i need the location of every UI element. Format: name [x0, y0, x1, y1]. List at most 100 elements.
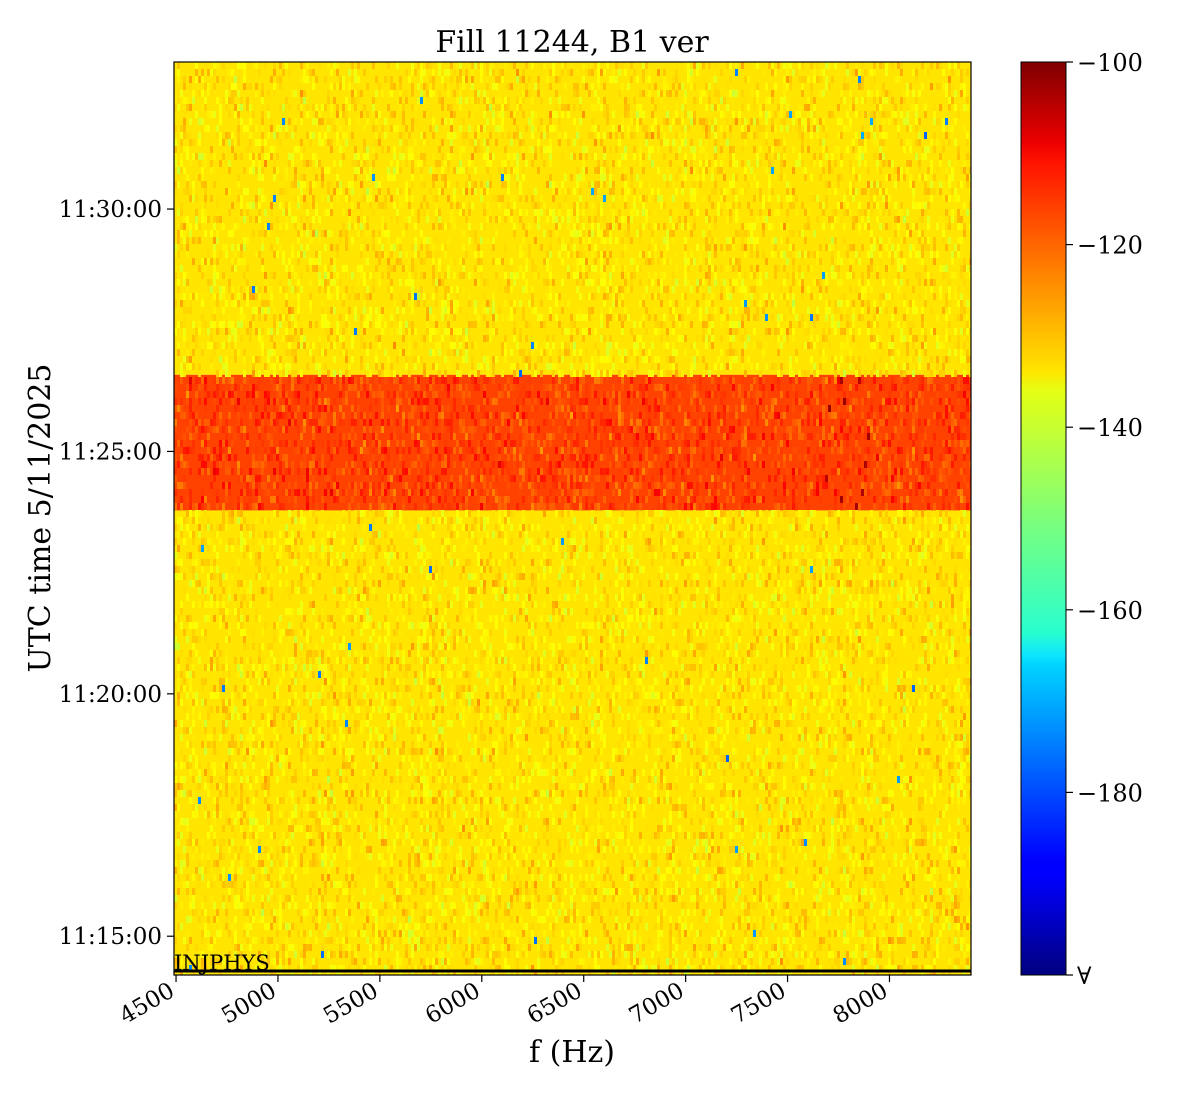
heatmap-cell — [669, 307, 672, 314]
heatmap-cell — [282, 230, 285, 237]
heatmap-cell — [258, 286, 261, 293]
heatmap-cell — [279, 279, 282, 286]
heatmap-cell — [699, 258, 702, 265]
heatmap-cell — [540, 279, 543, 286]
heatmap-cell — [555, 90, 558, 97]
heatmap-cell — [840, 328, 843, 335]
heatmap-cell — [675, 251, 678, 258]
heatmap-cell — [588, 279, 591, 286]
heatmap-cell — [420, 167, 423, 174]
heatmap-cell — [192, 139, 195, 146]
heatmap-cell — [201, 90, 204, 97]
heatmap-cell — [375, 335, 378, 342]
heatmap-cell — [426, 104, 429, 111]
heatmap-cell — [570, 321, 573, 328]
heatmap-cell — [720, 335, 723, 342]
heatmap-cell — [546, 265, 549, 272]
heatmap-cell — [348, 181, 351, 188]
heatmap-cell — [753, 174, 756, 181]
heatmap-cell — [756, 195, 759, 202]
heatmap-cell — [873, 251, 876, 258]
heatmap-cell — [630, 167, 633, 174]
heatmap-cell — [321, 174, 324, 181]
heatmap-cell — [693, 188, 696, 195]
heatmap-cell — [270, 286, 273, 293]
heatmap-cell — [861, 209, 864, 216]
heatmap-cell — [792, 307, 795, 314]
heatmap-cell — [525, 286, 528, 293]
heatmap-cell — [555, 104, 558, 111]
heatmap-cell — [270, 223, 273, 230]
heatmap-cell — [864, 111, 867, 118]
heatmap-cell — [819, 174, 822, 181]
heatmap-cell — [420, 272, 423, 279]
heatmap-cell — [342, 314, 345, 321]
heatmap-cell — [462, 132, 465, 139]
heatmap-cell — [639, 300, 642, 307]
heatmap-cell — [534, 265, 537, 272]
heatmap-cell — [714, 146, 717, 153]
heatmap-cell — [612, 69, 615, 76]
heatmap-cell — [576, 167, 579, 174]
heatmap-cell — [585, 167, 588, 174]
heatmap-cell — [633, 349, 636, 356]
heatmap-cell — [396, 160, 399, 167]
heatmap-cell — [198, 76, 201, 83]
heatmap-cell — [333, 97, 336, 104]
heatmap-cell — [561, 244, 564, 251]
heatmap-cell — [714, 314, 717, 321]
heatmap-cell — [666, 244, 669, 251]
heatmap-cell — [258, 104, 261, 111]
heatmap-cell — [891, 244, 894, 251]
heatmap-cell — [738, 335, 741, 342]
heatmap-cell — [681, 300, 684, 307]
heatmap-cell — [774, 244, 777, 251]
heatmap-cell — [549, 286, 552, 293]
heatmap-cell — [642, 153, 645, 160]
heatmap-cell — [180, 300, 183, 307]
heatmap-cell — [660, 307, 663, 314]
heatmap-cell — [507, 279, 510, 286]
heatmap-cell — [822, 125, 825, 132]
heatmap-cell — [522, 286, 525, 293]
heatmap-cell — [489, 62, 492, 69]
heatmap-cell — [456, 307, 459, 314]
heatmap-cell — [396, 125, 399, 132]
heatmap-cell — [630, 181, 633, 188]
heatmap-cell — [942, 69, 945, 76]
heatmap-cell — [285, 90, 288, 97]
heatmap-cell — [951, 188, 954, 195]
heatmap-cell — [549, 265, 552, 272]
heatmap-cell — [627, 223, 630, 230]
heatmap-cell — [618, 300, 621, 307]
heatmap-cell — [273, 314, 276, 321]
heatmap-cell — [756, 90, 759, 97]
heatmap-cell — [936, 342, 939, 349]
heatmap-cell — [966, 97, 969, 104]
heatmap-cell — [696, 300, 699, 307]
heatmap-cell — [831, 244, 834, 251]
heatmap-cell — [288, 160, 291, 167]
heatmap-cell — [522, 90, 525, 97]
heatmap-cell — [249, 104, 252, 111]
heatmap-cell — [408, 293, 411, 300]
heatmap-cell — [228, 356, 231, 363]
heatmap-cell — [432, 69, 435, 76]
heatmap-cell — [537, 216, 540, 223]
heatmap-cell — [708, 97, 711, 104]
heatmap-cell — [420, 104, 423, 111]
heatmap-cell — [282, 335, 285, 342]
heatmap-cell — [417, 62, 420, 69]
heatmap-cell — [603, 195, 606, 202]
heatmap-cell — [822, 223, 825, 230]
heatmap-cell — [789, 286, 792, 293]
heatmap-cell — [867, 202, 870, 209]
heatmap-cell — [792, 328, 795, 335]
heatmap-cell — [291, 272, 294, 279]
heatmap-cell — [372, 125, 375, 132]
heatmap-cell — [675, 279, 678, 286]
heatmap-cell — [516, 223, 519, 230]
heatmap-cell — [186, 223, 189, 230]
heatmap-cell — [861, 300, 864, 307]
heatmap-cell — [819, 258, 822, 265]
